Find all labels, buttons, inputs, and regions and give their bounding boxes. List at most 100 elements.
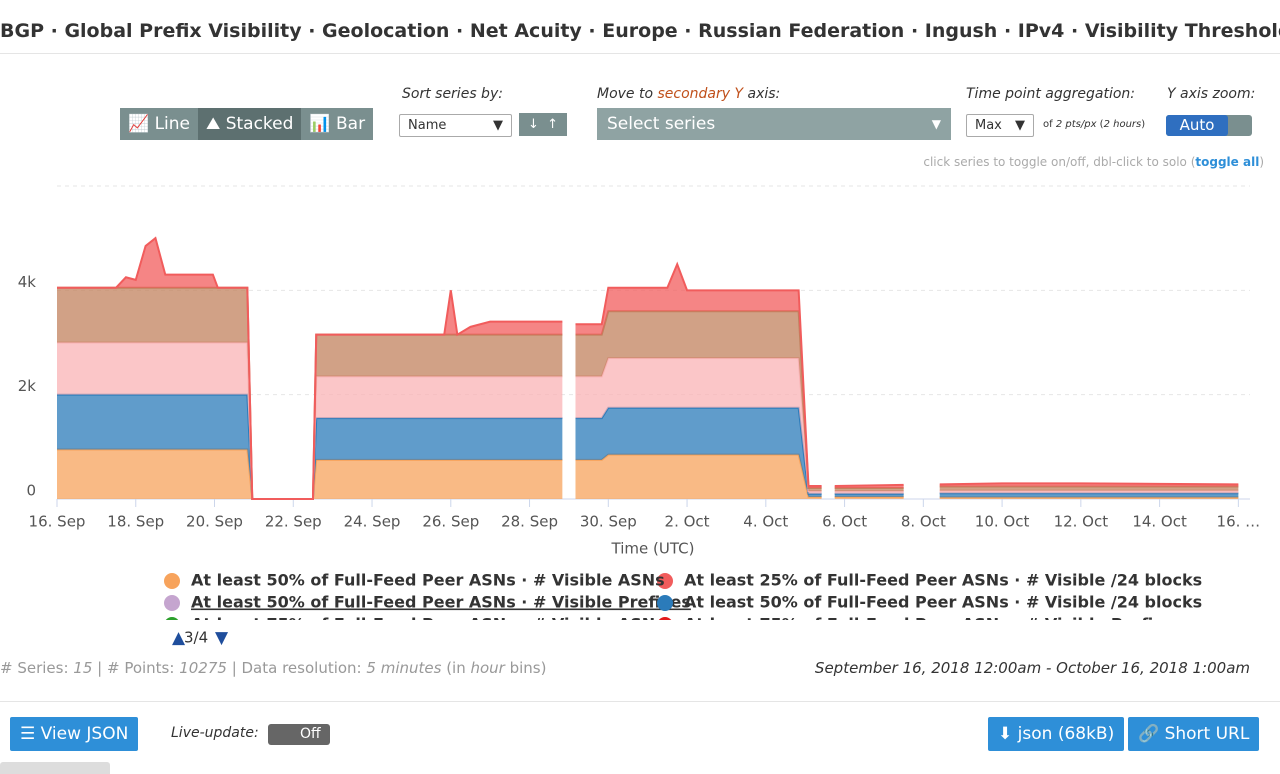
chart-type-group: 📈 Line ⛰ Stacked 📊 Bar [120, 108, 374, 140]
select-value: Name [408, 118, 447, 133]
aggregation-label: Time point aggregation: [966, 86, 1136, 102]
date-range: September 16, 2018 12:00am - October 16,… [814, 659, 1250, 677]
area-band [57, 449, 563, 499]
short-url-button[interactable]: 🔗 Short URL [1128, 717, 1260, 751]
stat-part: bins) [504, 659, 547, 677]
x-tick-label: 22. Sep [265, 513, 322, 531]
legend-marker [164, 595, 180, 611]
legend-page: 3/4 [184, 629, 208, 647]
button-label: Short URL [1164, 724, 1250, 744]
x-tick-label: 6. Oct [822, 513, 867, 531]
note-part: ( [1096, 119, 1104, 130]
legend-next[interactable]: ▼ [215, 628, 229, 648]
note-part: 2 hours [1103, 119, 1142, 130]
plot-area: 0 2k 4k 16. Sep 18. Sep 20. Sep 22. Sep 24. Sep… [18, 185, 1261, 558]
aggregation-select[interactable]: Max ▼ [966, 114, 1034, 137]
x-tick-label: 12. Oct [1054, 513, 1109, 531]
x-tick-label: 8. Oct [901, 513, 946, 531]
bar-button[interactable]: 📊 Bar [301, 108, 374, 140]
legend-item[interactable]: At least 50% of Full-Feed Peer ASNs · # … [684, 593, 1202, 612]
area-band [939, 493, 1239, 498]
button-label: Stacked [225, 114, 294, 134]
select-value: Select series [607, 114, 716, 134]
y-tick-label: 2k [18, 377, 37, 395]
area-band [575, 311, 822, 492]
select-arrow: ▼ [931, 117, 941, 131]
area-band [575, 454, 822, 499]
view-json-button[interactable]: ☰ View JSON [10, 717, 139, 751]
toggle-all[interactable]: toggle all [1195, 155, 1260, 169]
select-value: Max [975, 118, 1002, 133]
zoom-toggle[interactable]: Auto [1166, 115, 1252, 136]
area-edge [939, 482, 1239, 486]
live-update-label: Live-update: [171, 725, 259, 741]
button-label: json (68kB) [1017, 724, 1115, 744]
x-tick-label: 4. Oct [743, 513, 788, 531]
legend: At least 25% of Full-Feed Peer ASNs · # … [164, 571, 1202, 634]
label-part: secondary Y [657, 86, 744, 102]
x-tick-label: 16. … [1217, 513, 1261, 531]
select-arrow: ▼ [493, 118, 503, 133]
tab-stub [0, 762, 110, 774]
divider [0, 701, 1280, 702]
area-edge [575, 261, 822, 487]
hint-part: ) [1259, 155, 1264, 169]
legend-marker [165, 617, 179, 620]
hint: click series to toggle on/off, dbl-click… [923, 155, 1264, 169]
zoom-label: Y axis zoom: [1167, 86, 1256, 102]
page-title: BGP · Global Prefix Visibility · Geoloca… [0, 20, 1280, 42]
legend-marker [657, 595, 673, 611]
legend-item[interactable]: At least 75% of Full-Feed Peer ASNs · # … [191, 615, 665, 634]
x-tick-label: 2. Oct [665, 513, 710, 531]
toggle-value: Off [300, 726, 321, 742]
stat-part: 10275 [179, 659, 227, 677]
series-select[interactable]: Select series ▼ [597, 108, 951, 140]
stat-part: | # Points: [92, 659, 180, 677]
stacked-button[interactable]: ⛰ Stacked [198, 108, 302, 140]
legend-marker [657, 573, 673, 589]
divider [0, 53, 1280, 54]
note-part: ) [1141, 119, 1146, 130]
x-tick-label: 10. Oct [975, 513, 1030, 531]
stat-part: hour [470, 659, 505, 677]
y-tick-label: 4k [18, 273, 37, 291]
button-label: Line [154, 114, 191, 134]
x-tick-label: 26. Sep [422, 513, 479, 531]
json-download-button[interactable]: ⬇ json (68kB) [988, 717, 1125, 751]
note-part: 2 pts/px [1055, 119, 1097, 130]
x-tick-label: 18. Sep [107, 513, 164, 531]
label-part: Move to [597, 86, 658, 102]
x-axis-title: Time (UTC) [611, 540, 695, 558]
legend-item[interactable]: At least 25% of Full-Feed Peer ASNs · # … [684, 571, 1202, 590]
area-band [57, 287, 563, 499]
legend-item[interactable]: At least 75% of Full-Feed Peer ASNs · # … [684, 615, 1184, 634]
area-band [575, 264, 822, 489]
live-update-toggle[interactable]: Off [268, 724, 330, 745]
secondary-axis-label: Move to secondary Y axis: [597, 86, 780, 102]
legend-item[interactable]: At least 50% of Full-Feed Peer ASNs · # … [191, 593, 691, 612]
line-button[interactable]: 📈 Line [120, 108, 199, 140]
area-band [57, 394, 563, 499]
stat-part: 5 minutes [366, 659, 442, 677]
sort-label: Sort series by: [402, 86, 503, 102]
x-tick-label: 16. Sep [29, 513, 86, 531]
x-tick-label: 28. Sep [501, 513, 558, 531]
button-label: Bar [336, 114, 366, 134]
x-tick-label: 24. Sep [344, 513, 401, 531]
area-band [57, 342, 563, 499]
sort-direction[interactable]: ↓ ↑ [519, 113, 568, 136]
x-tick-label: 14. Oct [1132, 513, 1187, 531]
chart: 0 2k 4k 16. Sep 18. Sep 20. Sep 22. Sep 24. Sep… [18, 185, 1261, 648]
stat-part: (in [441, 659, 471, 677]
area-edge [57, 236, 563, 500]
x-tick-label: 20. Sep [186, 513, 243, 531]
select-arrow: ▼ [1015, 118, 1025, 133]
sort-select[interactable]: Name ▼ [399, 114, 512, 137]
stat-part: 15 [73, 659, 93, 677]
legend-item[interactable]: At least 50% of Full-Feed Peer ASNs · # … [191, 571, 665, 590]
note-part: of [1043, 119, 1056, 130]
aggregation-note: of 2 pts/px (2 hours) [1043, 119, 1145, 130]
legend-marker [658, 617, 672, 620]
legend-prev[interactable]: ▲ [172, 628, 186, 648]
